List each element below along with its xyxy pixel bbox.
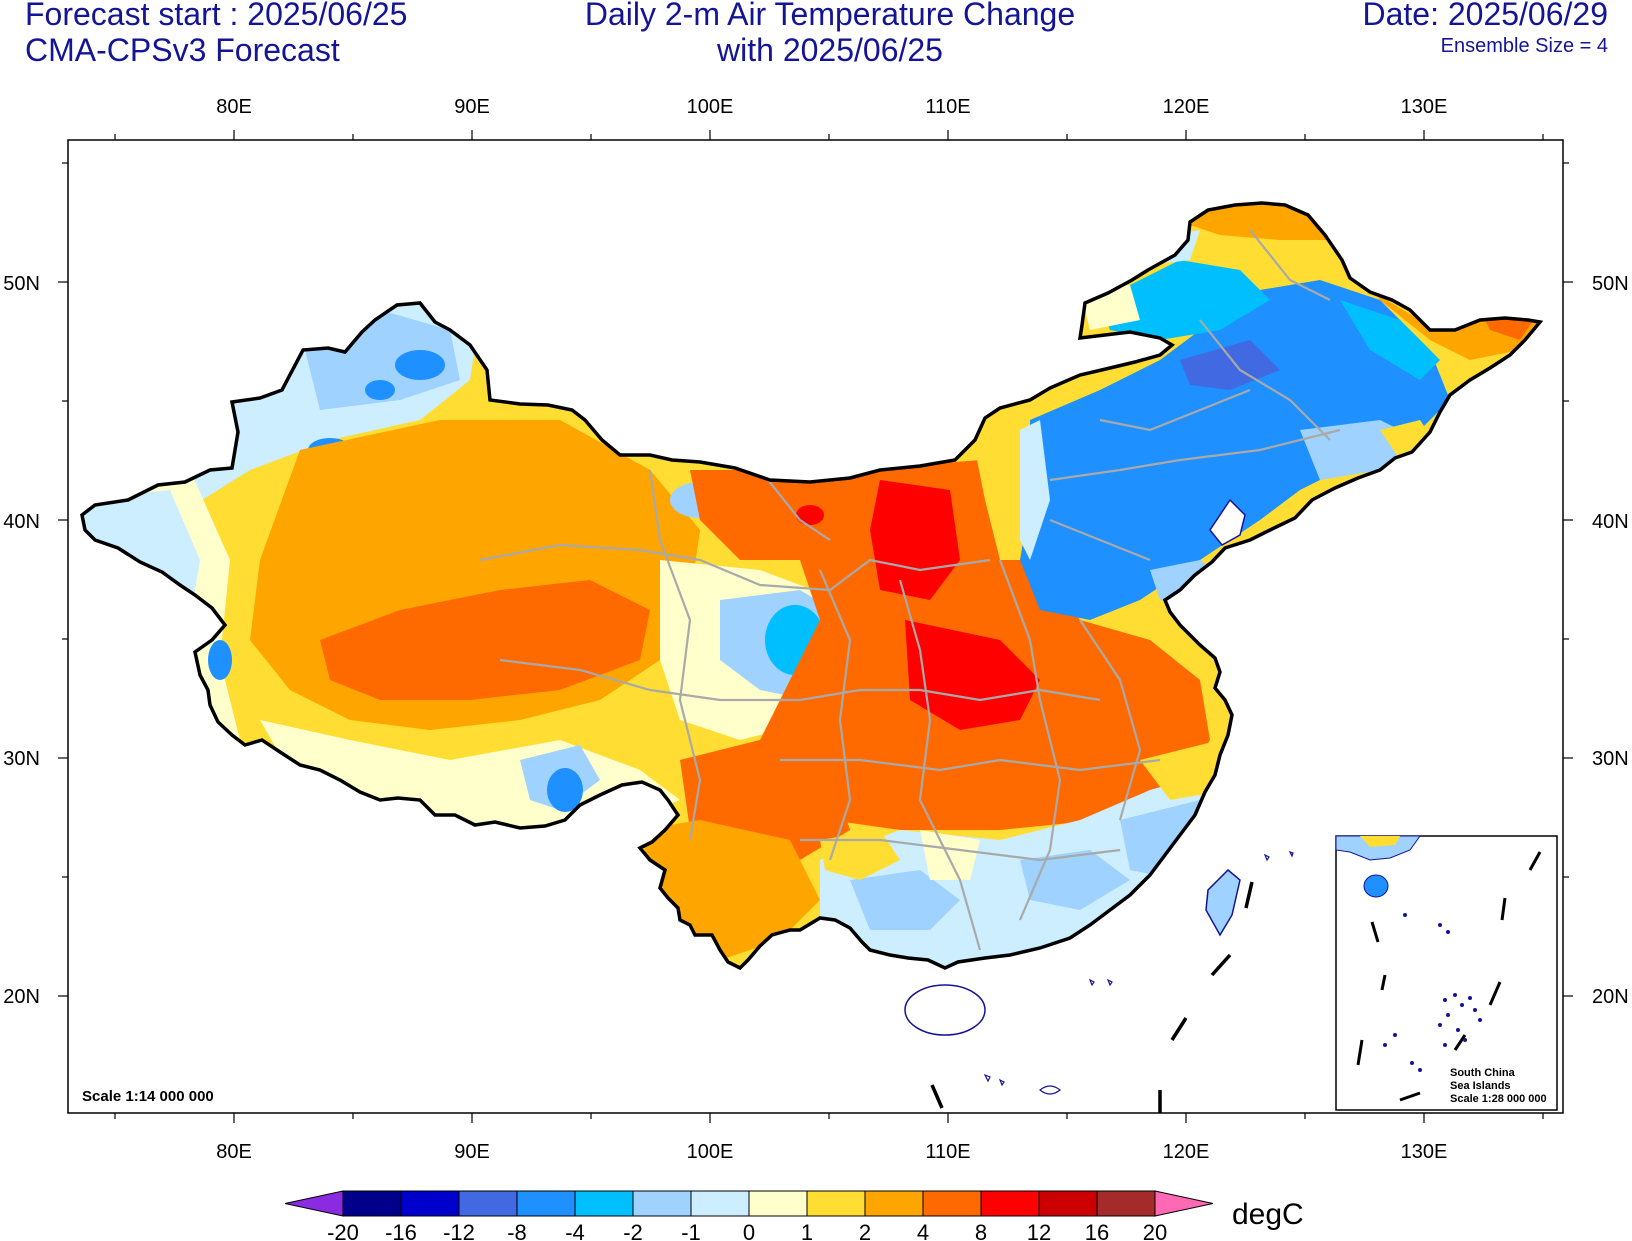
lat-label-left: 20N	[3, 986, 40, 1008]
lon-label-top: 80E	[216, 96, 252, 118]
lat-label-left: 30N	[3, 748, 40, 770]
lat-label-right: 50N	[1592, 273, 1629, 295]
lon-label-top: 120E	[1163, 96, 1210, 118]
colorbar-tick-label: 1	[801, 1220, 813, 1241]
valid-date-label: Date: 2025/06/29	[1362, 0, 1608, 32]
inset-label-line1: South China	[1450, 1067, 1516, 1079]
lat-label-right: 40N	[1592, 511, 1629, 533]
colorbar-under-triangle	[284, 1190, 344, 1217]
colorbar-tick-label: 16	[1085, 1220, 1109, 1241]
colorbar-swatch	[400, 1190, 460, 1217]
colorbar-tick-label: 4	[917, 1220, 929, 1241]
colorbar-swatch	[980, 1190, 1040, 1217]
lon-label-top: 130E	[1401, 96, 1448, 118]
colorbar-swatch	[458, 1190, 518, 1217]
colorbar-tick-label: 12	[1027, 1220, 1051, 1241]
hainan-island	[904, 984, 986, 1036]
lon-label-top: 110E	[925, 96, 970, 118]
colorbar-swatch	[1096, 1190, 1156, 1217]
lon-label-bottom: 90E	[454, 1141, 490, 1163]
colorbar-over-triangle	[1154, 1190, 1214, 1217]
maritime-dash-lines	[930, 881, 1254, 1113]
inset-scale-label: Scale 1:28 000 000	[1450, 1093, 1547, 1105]
colorbar-tick-label: -20	[327, 1220, 359, 1241]
map-title-line2: with 2025/06/25	[717, 32, 943, 68]
axis-ticks	[58, 130, 1573, 1123]
colorbar-tick-label: 2	[859, 1220, 871, 1241]
ensemble-size-label: Ensemble Size = 4	[1440, 35, 1608, 57]
lon-label-bottom: 100E	[687, 1141, 734, 1163]
colorbar-tick-label: -12	[443, 1220, 475, 1241]
colorbar-tick-label: -2	[623, 1220, 643, 1241]
lat-label-right: 30N	[1592, 748, 1629, 770]
coastal-islands	[983, 850, 1294, 1095]
colorbar-tick-label: 20	[1143, 1220, 1167, 1241]
colorbar-tick-label: -8	[507, 1220, 527, 1241]
colorbar-tick-label: -1	[681, 1220, 701, 1241]
colorbar-swatch	[632, 1190, 692, 1217]
bohai-bay	[1209, 498, 1246, 546]
colorbar-swatch	[922, 1190, 982, 1217]
province-boundaries	[479, 229, 1341, 951]
lat-label-left: 40N	[3, 511, 40, 533]
lon-label-bottom: 110E	[925, 1141, 970, 1163]
colorbar-swatch	[342, 1190, 402, 1217]
colorbar-tick-label: -4	[565, 1220, 585, 1241]
colorbar-unit-label: degC	[1232, 1198, 1304, 1231]
taiwan-island	[1205, 868, 1241, 937]
colorbar-swatch	[574, 1190, 634, 1217]
colorbar-swatch	[516, 1190, 576, 1217]
south-china-sea-inset: South China Sea Islands Scale 1:28 000 0…	[1335, 835, 1558, 1111]
lat-label-right: 20N	[1592, 986, 1629, 1008]
lon-label-bottom: 80E	[216, 1141, 252, 1163]
colorbar-swatch	[748, 1190, 808, 1217]
forecast-start-label: Forecast start : 2025/06/25	[25, 0, 408, 32]
colorbar-tick-label: 8	[975, 1220, 987, 1241]
map-title-line1: Daily 2-m Air Temperature Change	[584, 0, 1076, 32]
lon-label-bottom: 120E	[1163, 1141, 1210, 1163]
lon-label-top: 100E	[687, 96, 734, 118]
inset-label-line2: Sea Islands	[1450, 1080, 1511, 1092]
colorbar-tick-label: -16	[385, 1220, 417, 1241]
lon-label-bottom: 130E	[1401, 1141, 1448, 1163]
model-label: CMA-CPSv3 Forecast	[25, 32, 340, 68]
colorbar: -20 -16 -12 -8 -4 -2 -1 0 1 2 4 8 12 16 20	[284, 1190, 1214, 1241]
map-scale-note: Scale 1:14 000 000	[82, 1088, 214, 1105]
colorbar-swatch	[806, 1190, 866, 1217]
colorbar-swatch	[690, 1190, 750, 1217]
colorbar-swatch	[864, 1190, 924, 1217]
colorbar-swatch	[1038, 1190, 1098, 1217]
lon-label-top: 90E	[454, 96, 490, 118]
colorbar-tick-label: 0	[743, 1220, 755, 1241]
lat-label-left: 50N	[3, 273, 40, 295]
